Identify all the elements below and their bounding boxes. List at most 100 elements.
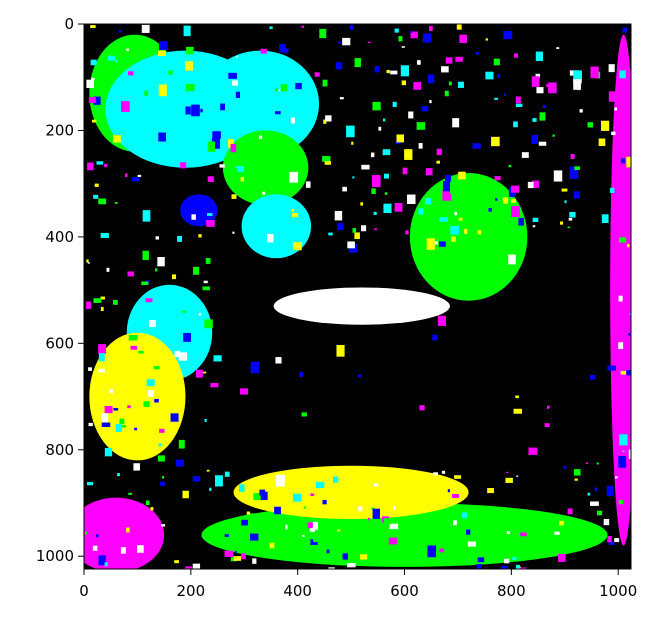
speckle <box>388 537 398 545</box>
speckle <box>573 469 581 476</box>
speckle <box>553 170 563 182</box>
speckle <box>186 46 194 55</box>
speckle <box>426 238 435 250</box>
speckle <box>154 268 158 272</box>
speckle <box>585 462 588 465</box>
speckle <box>419 405 425 411</box>
speckle <box>361 164 370 170</box>
speckle <box>142 250 149 261</box>
speckle <box>398 35 403 42</box>
speckle <box>191 104 200 117</box>
speckle <box>325 115 332 122</box>
speckle <box>260 48 267 54</box>
speckle <box>126 367 130 371</box>
speckle <box>207 176 214 182</box>
speckle <box>128 334 138 341</box>
speckle <box>567 508 573 515</box>
speckle <box>445 57 453 64</box>
speckle <box>544 423 550 427</box>
speckle <box>191 214 196 220</box>
speckle <box>128 492 133 495</box>
speckle <box>293 242 302 251</box>
y-tick-label: 800 <box>45 441 74 459</box>
speckle <box>442 190 452 201</box>
speckle <box>436 160 441 164</box>
speckle <box>405 230 409 235</box>
speckle <box>87 162 94 171</box>
speckle <box>247 513 257 522</box>
speckle <box>360 202 364 206</box>
speckle <box>314 72 320 77</box>
speckle <box>372 174 381 188</box>
region-blue-left <box>180 194 218 227</box>
speckle <box>532 225 536 228</box>
speckle <box>182 490 189 499</box>
speckle <box>425 197 432 205</box>
speckle <box>496 205 500 209</box>
speckle <box>438 531 446 540</box>
speckle <box>131 177 140 182</box>
speckle <box>384 192 388 195</box>
speckle <box>448 81 452 86</box>
speckle <box>269 542 275 549</box>
speckle <box>145 298 153 303</box>
speckle <box>574 166 580 171</box>
speckle <box>141 24 150 33</box>
speckle <box>274 506 281 515</box>
speckle <box>528 447 538 455</box>
speckle <box>101 422 111 427</box>
speckle <box>437 315 447 327</box>
speckle <box>511 198 516 203</box>
speckle <box>309 518 314 523</box>
speckle <box>432 334 438 341</box>
speckle <box>450 226 459 235</box>
speckle <box>249 533 259 541</box>
speckle <box>351 141 354 145</box>
region-green-right-blob <box>409 173 528 301</box>
speckle <box>611 131 616 136</box>
speckle <box>402 554 410 561</box>
speckle <box>252 558 257 564</box>
speckle <box>96 161 104 165</box>
speckle <box>94 183 99 187</box>
speckle <box>277 89 281 92</box>
speckle <box>594 487 598 492</box>
speckle <box>280 208 284 211</box>
speckle <box>382 149 391 156</box>
speckle <box>322 500 327 505</box>
speckle <box>144 43 154 50</box>
speckle <box>394 28 399 33</box>
speckle <box>115 424 123 432</box>
speckle <box>444 90 449 97</box>
speckle <box>269 26 273 29</box>
speckle <box>374 65 380 73</box>
speckle <box>548 82 557 94</box>
speckle <box>352 176 355 179</box>
speckle <box>178 352 188 361</box>
speckle <box>561 188 568 192</box>
speckle <box>337 223 344 231</box>
speckle <box>192 153 200 164</box>
speckle <box>224 550 234 558</box>
speckle <box>485 38 488 41</box>
speckle <box>514 53 519 58</box>
speckle <box>303 506 307 509</box>
speckle <box>500 565 509 569</box>
speckle <box>573 191 580 199</box>
speckle <box>475 52 479 55</box>
speckle <box>113 408 119 411</box>
y-tick-label: 600 <box>45 334 74 352</box>
speckle <box>207 213 213 216</box>
speckle <box>158 132 167 142</box>
speckle <box>113 299 118 305</box>
speckle <box>114 202 118 204</box>
speckle <box>289 171 299 183</box>
speckle <box>573 78 581 90</box>
speckle <box>87 262 90 264</box>
speckle <box>175 459 184 467</box>
speckle <box>536 87 544 94</box>
speckle <box>477 557 485 563</box>
speckle <box>618 295 623 302</box>
speckle <box>442 217 452 228</box>
speckle <box>125 173 128 177</box>
